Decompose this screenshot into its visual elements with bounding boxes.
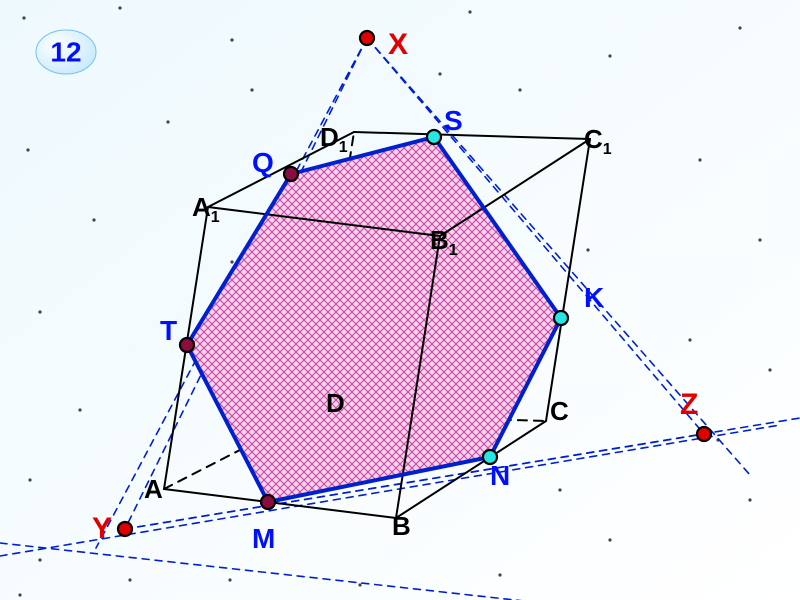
- point-X: [360, 31, 374, 45]
- label-S: S: [444, 105, 463, 136]
- label-X: X: [388, 28, 408, 61]
- label-Y: Y: [92, 512, 112, 545]
- point-Q: [284, 167, 298, 181]
- label-M: M: [252, 523, 275, 554]
- label-K: K: [584, 282, 604, 313]
- slide-badge: 12: [36, 30, 96, 74]
- label-Q: Q: [252, 147, 274, 178]
- label-B: B: [392, 511, 411, 541]
- label-D: D: [326, 388, 345, 418]
- point-Y: [118, 522, 132, 536]
- label-N: N: [490, 460, 510, 491]
- point-M: [261, 495, 275, 509]
- point-K: [554, 311, 568, 325]
- geometry-diagram: 12 ABCDA1B1C1D1QSKNMTXYZ: [0, 0, 800, 600]
- point-Z: [697, 427, 711, 441]
- point-T: [180, 338, 194, 352]
- point-S: [427, 130, 441, 144]
- label-T: T: [160, 315, 177, 346]
- label-A: A: [144, 474, 163, 504]
- slide-number: 12: [50, 36, 81, 67]
- label-Z: Z: [680, 388, 698, 421]
- label-C: C: [550, 396, 569, 426]
